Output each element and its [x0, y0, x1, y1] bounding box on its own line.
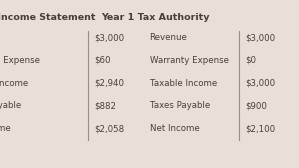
- Text: Net Income: Net Income: [150, 124, 199, 133]
- Text: Year 1 Income Statement: Year 1 Income Statement: [0, 13, 96, 23]
- Text: Warranty Expense: Warranty Expense: [150, 56, 228, 65]
- Text: Taxes Payable: Taxes Payable: [0, 101, 22, 110]
- Text: $2,058: $2,058: [94, 124, 124, 133]
- Text: Net Income: Net Income: [0, 124, 11, 133]
- Text: $882: $882: [94, 101, 116, 110]
- Text: $60: $60: [94, 56, 111, 65]
- Text: Warranty Expense: Warranty Expense: [0, 56, 40, 65]
- Text: $0: $0: [245, 56, 256, 65]
- Text: $2,940: $2,940: [94, 79, 124, 88]
- Text: Taxes Payable: Taxes Payable: [150, 101, 210, 110]
- Text: $3,000: $3,000: [94, 33, 124, 42]
- Text: Year 1 Tax Authority: Year 1 Tax Authority: [101, 13, 210, 23]
- Text: $900: $900: [245, 101, 267, 110]
- Text: $2,100: $2,100: [245, 124, 275, 133]
- Text: Taxable Income: Taxable Income: [150, 79, 217, 88]
- Text: Revenue: Revenue: [150, 33, 187, 42]
- Text: Taxable Income: Taxable Income: [0, 79, 28, 88]
- Text: $3,000: $3,000: [245, 33, 275, 42]
- Text: $3,000: $3,000: [245, 79, 275, 88]
